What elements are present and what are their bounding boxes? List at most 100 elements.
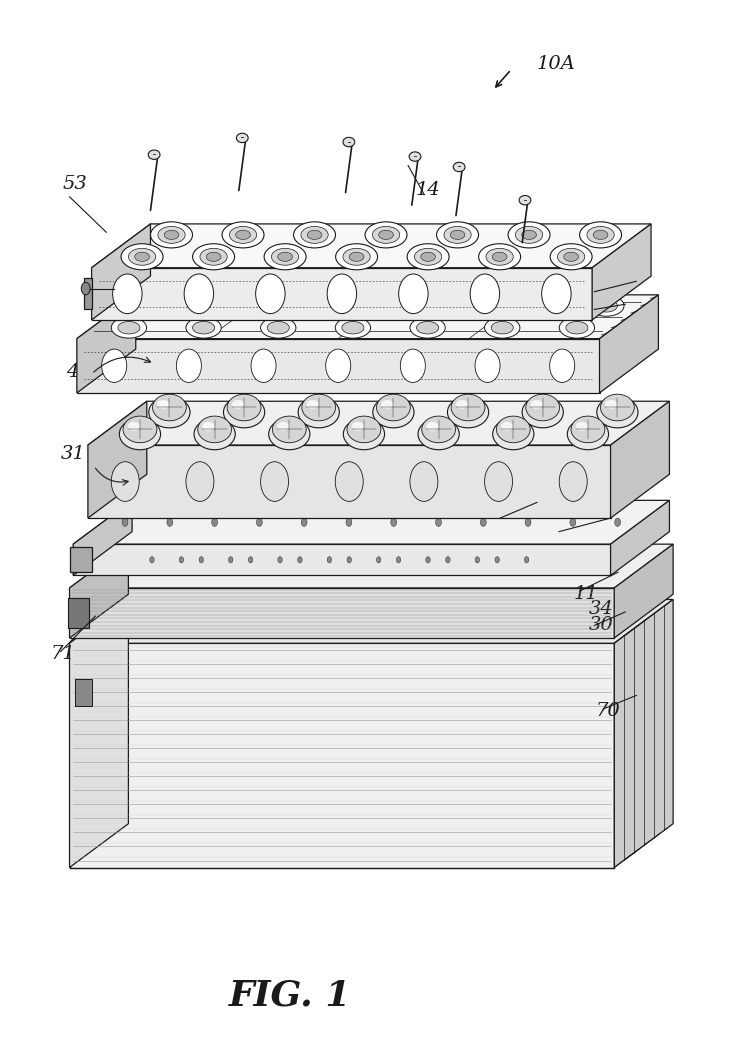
Ellipse shape [566,321,588,334]
Ellipse shape [493,419,534,449]
Ellipse shape [278,253,292,261]
Ellipse shape [589,295,624,316]
Ellipse shape [571,416,604,443]
Ellipse shape [379,230,394,240]
Ellipse shape [453,163,465,171]
Circle shape [150,557,154,563]
Text: 70: 70 [596,702,620,720]
Ellipse shape [410,462,438,501]
Ellipse shape [222,299,244,312]
Ellipse shape [381,400,394,409]
Circle shape [524,557,529,563]
Polygon shape [92,267,592,320]
Text: 14: 14 [416,181,440,199]
Ellipse shape [426,422,439,430]
Circle shape [122,518,128,526]
Ellipse shape [456,400,468,409]
Circle shape [495,557,500,563]
Text: 53: 53 [62,175,87,193]
Ellipse shape [484,317,520,338]
Ellipse shape [344,419,385,449]
Ellipse shape [198,416,232,443]
Ellipse shape [272,248,298,265]
Polygon shape [610,402,670,518]
Circle shape [347,557,352,563]
Ellipse shape [272,416,306,443]
Circle shape [615,518,620,526]
Ellipse shape [152,394,186,421]
Ellipse shape [373,226,400,243]
Ellipse shape [277,422,290,430]
Ellipse shape [128,422,140,430]
Text: 40: 40 [66,364,91,382]
Ellipse shape [373,396,414,428]
Ellipse shape [350,253,364,261]
Ellipse shape [335,317,370,338]
Ellipse shape [293,222,335,248]
Ellipse shape [452,394,485,421]
Ellipse shape [470,274,500,314]
Ellipse shape [260,317,296,338]
Ellipse shape [232,400,244,409]
Ellipse shape [365,222,407,248]
Text: 31: 31 [61,445,86,463]
Ellipse shape [526,394,560,421]
Ellipse shape [560,317,595,338]
Polygon shape [74,544,610,575]
Ellipse shape [112,274,142,314]
Ellipse shape [444,226,471,243]
Text: 10A: 10A [537,55,576,73]
Ellipse shape [81,282,90,295]
Ellipse shape [158,226,185,243]
Circle shape [346,518,352,526]
Circle shape [248,557,253,563]
Polygon shape [70,599,673,644]
Ellipse shape [335,462,363,501]
Ellipse shape [119,419,160,449]
Ellipse shape [308,230,322,240]
Ellipse shape [475,349,500,383]
Circle shape [475,557,479,563]
Ellipse shape [557,248,585,265]
Ellipse shape [121,244,163,270]
Polygon shape [610,500,670,575]
Polygon shape [74,500,670,544]
Ellipse shape [567,419,608,449]
Polygon shape [84,278,92,310]
Ellipse shape [364,295,400,316]
Ellipse shape [236,230,250,240]
Ellipse shape [446,299,468,312]
Ellipse shape [550,349,574,383]
Ellipse shape [256,274,285,314]
Ellipse shape [230,226,256,243]
Ellipse shape [596,299,617,312]
Circle shape [298,557,302,563]
Circle shape [229,557,233,563]
Ellipse shape [371,299,394,312]
Circle shape [179,557,184,563]
Ellipse shape [343,137,355,147]
Polygon shape [599,295,658,393]
Ellipse shape [184,274,214,314]
Circle shape [436,518,442,526]
Ellipse shape [260,462,289,501]
Ellipse shape [135,253,149,261]
Ellipse shape [415,248,442,265]
Ellipse shape [601,394,634,421]
Ellipse shape [515,226,543,243]
Ellipse shape [347,416,381,443]
Text: 52: 52 [596,283,620,301]
Ellipse shape [111,462,140,501]
Ellipse shape [486,248,513,265]
Text: FIG. 1: FIG. 1 [229,979,352,1013]
Ellipse shape [306,400,319,409]
Ellipse shape [157,400,170,409]
Ellipse shape [290,295,326,316]
Ellipse shape [200,248,227,265]
Polygon shape [70,588,614,638]
Text: 30: 30 [589,615,613,634]
Ellipse shape [575,422,588,430]
Text: 20: 20 [548,525,573,543]
Ellipse shape [302,394,336,421]
Polygon shape [76,338,599,393]
